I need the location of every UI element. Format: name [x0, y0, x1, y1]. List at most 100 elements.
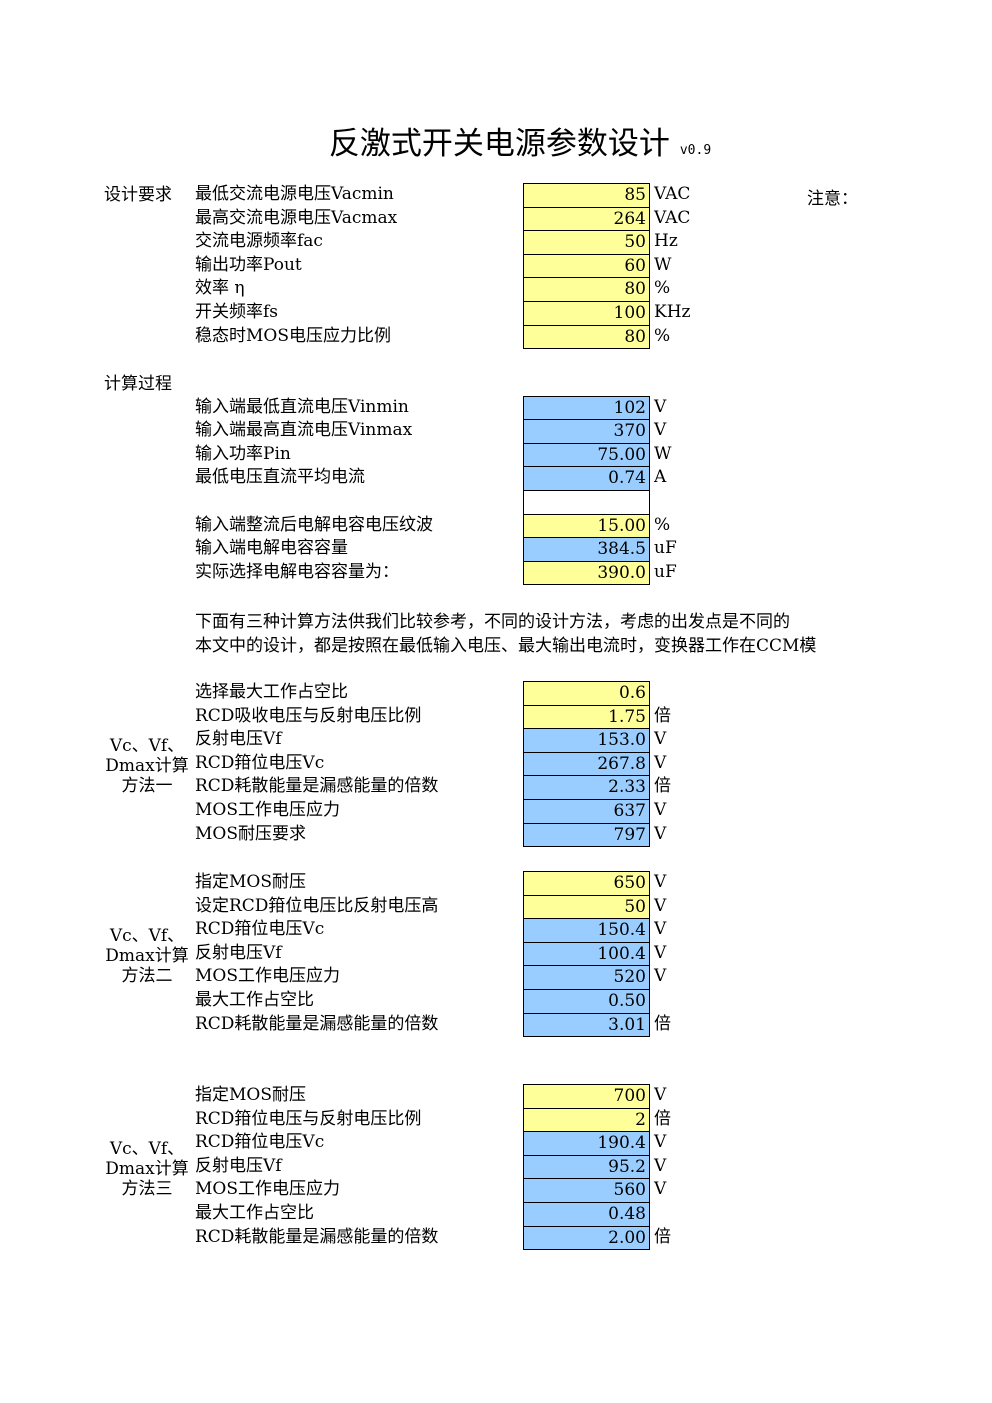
- row-label: 输出功率Pout: [195, 254, 302, 275]
- version: v0.9: [679, 143, 712, 158]
- unit: V: [654, 1155, 667, 1176]
- row-label: RCD箝位电压Vc: [195, 919, 325, 940]
- row-label: 指定MOS耐压: [195, 872, 306, 892]
- row-label: 最低电压直流平均电流: [195, 467, 365, 488]
- unit: uF: [654, 538, 677, 559]
- unit: Hz: [654, 231, 678, 252]
- value-cell: 50: [523, 230, 650, 255]
- value-cell: 2.00: [523, 1225, 650, 1251]
- value-cell: 102: [523, 395, 650, 421]
- value-cell: 80: [523, 277, 650, 302]
- unit: V: [654, 800, 667, 820]
- unit: V: [654, 752, 667, 773]
- unit: V: [654, 420, 667, 441]
- unit: %: [654, 278, 671, 299]
- value-cell: 560: [523, 1178, 650, 1203]
- unit: A: [654, 467, 667, 488]
- unit: V: [654, 895, 667, 916]
- unit: V: [654, 942, 667, 963]
- row-label: RCD耗散能量是漏感能量的倍数: [195, 1226, 439, 1247]
- value-cell: 50: [523, 894, 650, 920]
- group-label: Vc、Vf、 Dmax计算 方法二: [104, 926, 190, 986]
- row-label: 输入端最高直流电压Vinmax: [195, 420, 413, 441]
- row-label: MOS工作电压应力: [195, 800, 340, 820]
- value-cell: 153.0: [523, 728, 650, 753]
- group-label-line: Dmax计算: [105, 1159, 189, 1179]
- note: 注意：: [807, 189, 858, 209]
- value-cell: 1.75: [523, 704, 650, 730]
- value-cell: 520: [523, 965, 650, 990]
- value-cell: 384.5: [523, 537, 650, 562]
- group-label-line: Vc、Vf、: [109, 1139, 185, 1159]
- row-label: 最低交流电源电压Vacmin: [195, 184, 394, 204]
- row-label: 最大工作占空比: [195, 990, 314, 1010]
- row-label: 指定MOS耐压: [195, 1085, 306, 1105]
- unit: KHz: [654, 302, 691, 322]
- row-label: 最大工作占空比: [195, 1203, 314, 1223]
- row-label: 输入功率Pin: [195, 443, 291, 464]
- unit: VAC: [654, 184, 691, 204]
- row-label: 最高交流电源电压Vacmax: [195, 207, 398, 228]
- group-label-line: 设计要求: [104, 185, 172, 205]
- unit: %: [654, 514, 671, 535]
- row-label: 输入端整流后电解电容电压纹波: [195, 514, 433, 535]
- value-cell: 3.01: [523, 1012, 650, 1038]
- value-cell: 0.50: [523, 989, 650, 1014]
- group-label-line: Vc、Vf、: [109, 926, 185, 946]
- unit: 倍: [654, 1013, 671, 1034]
- row-label: MOS工作电压应力: [195, 1179, 340, 1200]
- value-cell: 390.0: [523, 560, 650, 586]
- value-cell: 2.33: [523, 775, 650, 800]
- row-label: 实际选择电解电容容量为：: [195, 561, 399, 582]
- title-line: 反激式开关电源参数设计 v0.9: [0, 118, 992, 163]
- unit: W: [654, 254, 672, 275]
- paragraph-line: 下面有三种计算方法供我们比较参考，不同的设计方法，考虑的出发点是不同的: [195, 612, 790, 632]
- value-cell: 0.74: [523, 466, 650, 491]
- paragraph-line: 本文中的设计，都是按照在最低输入电压、最大输出电流时，变换器工作在CCM模: [195, 635, 817, 656]
- unit: V: [654, 396, 667, 417]
- value-cell: 95.2: [523, 1154, 650, 1180]
- group-label-line: Vc、Vf、: [109, 736, 185, 756]
- row-label: RCD耗散能量是漏感能量的倍数: [195, 1013, 439, 1034]
- title: 反激式开关电源参数设计: [328, 126, 670, 162]
- value-cell: 267.8: [523, 751, 650, 777]
- row-label: RCD耗散能量是漏感能量的倍数: [195, 776, 439, 797]
- value-cell: 85: [523, 183, 650, 208]
- value-cell: 100: [523, 301, 650, 326]
- group-label-line: Dmax计算: [105, 946, 189, 966]
- value-cell: 637: [523, 799, 650, 824]
- unit: 倍: [654, 1108, 671, 1129]
- row-label: 效率 η: [195, 278, 245, 299]
- row-label: MOS耐压要求: [195, 823, 306, 844]
- unit: 倍: [654, 776, 671, 797]
- value-cell: 15.00: [523, 513, 650, 539]
- unit: VAC: [654, 207, 691, 228]
- value-cell: 190.4: [523, 1131, 650, 1156]
- row-label: 反射电压Vf: [195, 942, 282, 963]
- row-label: 输入端最低直流电压Vinmin: [195, 396, 409, 417]
- group-label-line: 方法二: [121, 966, 173, 986]
- value-cell: 80: [523, 324, 650, 350]
- unit: V: [654, 1085, 667, 1105]
- value-cell: 264: [523, 206, 650, 232]
- unit: V: [654, 729, 667, 750]
- unit: 倍: [654, 705, 671, 726]
- value-cell: 100.4: [523, 941, 650, 967]
- value-cell: 700: [523, 1084, 650, 1109]
- row-label: 反射电压Vf: [195, 1155, 282, 1176]
- value-cell: 2: [523, 1107, 650, 1133]
- group-label: Vc、Vf、 Dmax计算 方法三: [104, 1139, 190, 1199]
- unit: V: [654, 919, 667, 940]
- row-label: 输入端电解电容容量: [195, 538, 348, 559]
- row-label: RCD箝位电压Vc: [195, 752, 325, 773]
- row-label: 选择最大工作占空比: [195, 682, 348, 702]
- unit: V: [654, 872, 667, 892]
- group-label-line: Dmax计算: [105, 756, 189, 776]
- group-label: 设计要求: [104, 185, 190, 205]
- group-label-line: 计算过程: [104, 374, 172, 394]
- group-label-line: 方法三: [121, 1179, 173, 1199]
- unit: V: [654, 1132, 667, 1153]
- row-label: 开关频率fs: [195, 302, 279, 322]
- unit: V: [654, 966, 667, 987]
